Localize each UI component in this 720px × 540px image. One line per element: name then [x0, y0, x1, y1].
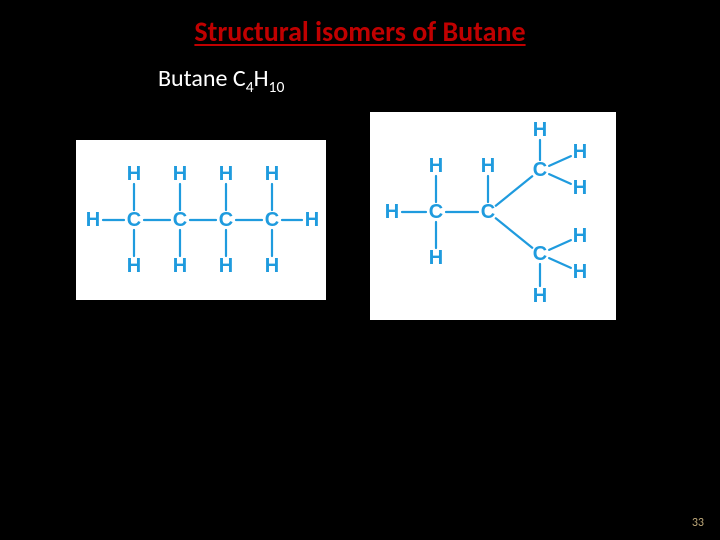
page-number: 33: [692, 516, 704, 530]
atom-c: C: [429, 201, 443, 223]
formula-prefix: Butane C: [158, 64, 246, 93]
formula-mid: H: [254, 64, 269, 93]
formula-sub2: 10: [269, 78, 285, 97]
atom-h: H: [127, 163, 141, 185]
atom-h: H: [481, 155, 495, 177]
bond: [496, 218, 532, 247]
atom-h: H: [86, 209, 100, 231]
bond: [549, 174, 571, 184]
formula-sub1: 4: [246, 78, 254, 97]
atom-c: C: [481, 201, 495, 223]
atom-h: H: [573, 177, 587, 199]
formula-label: Butane C4H10: [158, 64, 284, 97]
atom-c: C: [533, 159, 547, 181]
atom-h: H: [265, 163, 279, 185]
atom-h: H: [573, 141, 587, 163]
atom-h: H: [173, 255, 187, 277]
bond: [549, 240, 571, 250]
atom-h: H: [429, 155, 443, 177]
atom-h: H: [219, 163, 233, 185]
atom-h: H: [173, 163, 187, 185]
atom-c: C: [127, 209, 141, 231]
atom-c: C: [533, 243, 547, 265]
atom-h: H: [573, 261, 587, 283]
atom-h: H: [219, 255, 233, 277]
atom-h: H: [429, 247, 443, 269]
atom-h: H: [573, 225, 587, 247]
isobutane-diagram: HCCHHHCCHHHHHH: [370, 112, 616, 320]
atom-c: C: [219, 209, 233, 231]
atom-c: C: [173, 209, 187, 231]
slide-title: Structural isomers of Butane: [0, 14, 720, 49]
isobutane-panel: HCCHHHCCHHHHHH: [370, 112, 616, 320]
atom-h: H: [533, 119, 547, 141]
atom-h: H: [127, 255, 141, 277]
nbutane-diagram: H C C C C H H H H H H H H H: [76, 140, 326, 300]
nbutane-panel: H C C C C H H H H H H H H H: [76, 140, 326, 300]
bond: [549, 156, 571, 166]
atom-c: C: [265, 209, 279, 231]
bond: [549, 258, 571, 268]
atom-h: H: [533, 285, 547, 307]
atom-h: H: [385, 201, 399, 223]
bond: [496, 176, 532, 205]
atom-h: H: [305, 209, 319, 231]
atom-h: H: [265, 255, 279, 277]
